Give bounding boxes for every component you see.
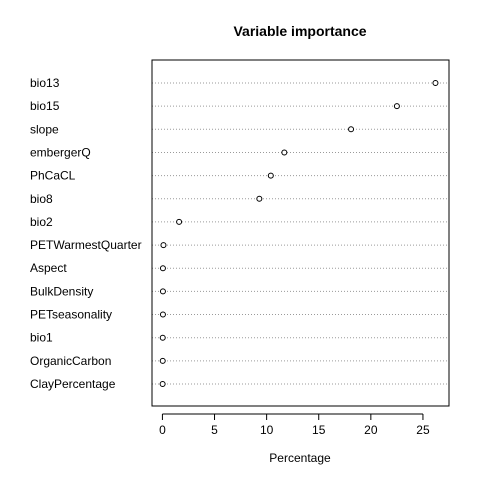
variable-label-bio13: bio13 — [30, 76, 60, 90]
data-point-slope — [348, 126, 355, 133]
variable-label-BulkDensity: BulkDensity — [30, 284, 93, 298]
variable-label-bio1: bio1 — [30, 331, 53, 345]
x-tick-label-5: 5 — [211, 423, 218, 437]
variable-label-PhCaCL: PhCaCL — [30, 169, 76, 183]
data-point-bio15 — [393, 103, 400, 110]
data-point-bio13 — [432, 80, 439, 86]
variable-label-OrganicCarbon: OrganicCarbon — [30, 354, 111, 368]
data-points — [159, 80, 439, 387]
data-point-OrganicCarbon — [159, 357, 166, 364]
chart-title: Variable importance — [233, 23, 366, 39]
grid-lines — [152, 82, 449, 385]
data-point-bio1 — [159, 334, 166, 341]
variable-label-ClayPercentage: ClayPercentage — [30, 377, 116, 391]
data-point-PETWarmestQuarter — [160, 242, 167, 249]
data-point-BulkDensity — [159, 288, 166, 295]
x-tick-label-20: 20 — [364, 423, 378, 437]
variable-label-slope: slope — [30, 122, 59, 136]
variable-label-Aspect: Aspect — [30, 261, 67, 275]
data-point-Aspect — [159, 265, 166, 272]
data-point-bio8 — [256, 195, 263, 202]
data-point-PhCaCL — [267, 172, 274, 179]
variable-label-bio2: bio2 — [30, 215, 53, 229]
data-point-PETseasonality — [159, 311, 166, 318]
variable-label-PETWarmestQuarter: PETWarmestQuarter — [30, 238, 142, 252]
variable-label-bio15: bio15 — [30, 99, 60, 113]
x-tick-label-10: 10 — [260, 423, 274, 437]
x-tick-label-25: 25 — [416, 423, 430, 437]
x-tick-label-15: 15 — [312, 423, 326, 437]
x-tick-label-0: 0 — [159, 423, 166, 437]
plot-frame — [151, 59, 450, 407]
data-point-embergerQ — [281, 149, 288, 156]
x-axis: 0 5 10 15 20 25 — [159, 413, 430, 437]
variable-label-embergerQ: embergerQ — [30, 145, 91, 159]
x-axis-label: Percentage — [269, 451, 331, 465]
data-point-bio2 — [176, 218, 183, 225]
data-point-ClayPercentage — [159, 381, 166, 387]
variable-label-PETseasonality: PETseasonality — [30, 308, 112, 322]
variable-label-bio8: bio8 — [30, 192, 53, 206]
variable-labels: bio13 bio15 slope embergerQ PhCaCL bio8 bio2 PE… — [30, 76, 142, 391]
